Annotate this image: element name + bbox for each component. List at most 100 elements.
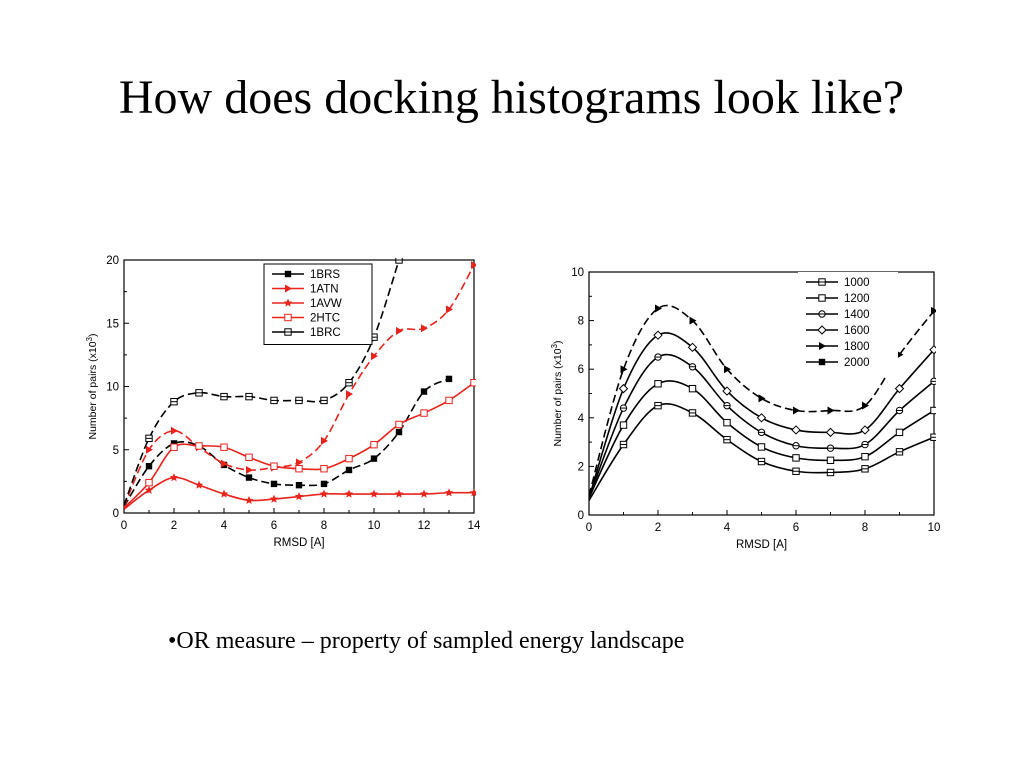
y-axis-label-exponent: 3 — [85, 336, 94, 341]
y-tick-label: 15 — [106, 318, 119, 330]
data-point-1BRC — [145, 434, 153, 443]
x-tick-label: 0 — [586, 522, 592, 534]
data-point-1ATN — [446, 305, 453, 314]
data-point-1600 — [860, 425, 870, 435]
data-point-1ATN — [246, 465, 253, 474]
y-tick-label: 2 — [578, 461, 584, 473]
data-point-1600 — [791, 425, 801, 435]
legend-label-1000: 1000 — [844, 277, 870, 289]
y-tick-label: 10 — [106, 382, 119, 394]
data-point-1BRS — [245, 474, 253, 481]
data-point-1000 — [723, 435, 731, 444]
data-point-1800 — [758, 394, 766, 403]
y-tick-label: 5 — [113, 445, 119, 457]
legend-marker-2000 — [818, 358, 826, 366]
series-1800 — [589, 304, 936, 496]
x-axis-label: RMSD [A] — [273, 537, 324, 549]
data-point-1BRC — [195, 389, 203, 397]
data-point-1600 — [618, 383, 629, 394]
data-point-1200 — [723, 418, 731, 427]
data-point-1000 — [654, 401, 662, 410]
data-point-1BRC — [170, 397, 178, 406]
data-point-1ATN — [221, 459, 228, 468]
data-point-1000 — [619, 440, 628, 449]
data-point-1400 — [619, 404, 628, 412]
data-point-1600 — [756, 413, 767, 423]
data-point-1AVW — [369, 489, 379, 498]
legend-marker-1ATN — [285, 284, 292, 293]
data-point-1600 — [825, 427, 836, 438]
docking-histogram-chart-right: 0 2 4 6 8 10 0 2 4 6 8 10 RMSD [A] Number of pairs (x… — [550, 267, 940, 551]
data-point-1BRS — [295, 481, 303, 489]
data-point-1400 — [792, 442, 800, 450]
x-tick-label: 0 — [121, 520, 127, 532]
x-tick-label: 8 — [862, 522, 868, 534]
data-point-1000 — [930, 433, 936, 441]
x-tick-label: 2 — [655, 522, 661, 534]
data-point-2HTC — [445, 396, 453, 405]
series-line-1400 — [589, 353, 935, 499]
legend-marker-1600 — [817, 325, 827, 335]
legend-marker-1AVW — [283, 298, 293, 307]
x-tick-label: 6 — [271, 520, 277, 532]
data-point-2HTC — [395, 420, 403, 429]
data-point-1BRC — [245, 392, 253, 401]
x-tick-label: 4 — [724, 522, 731, 534]
chart-legend: 1000 1200 1400 1600 1800 2000 — [798, 272, 898, 376]
data-point-1000 — [861, 465, 869, 473]
data-point-1ATN — [371, 352, 378, 361]
data-point-2HTC — [245, 453, 253, 462]
legend-box — [798, 272, 898, 376]
y-axis-label: Number of pairs (x103) — [85, 334, 99, 440]
data-point-2HTC — [345, 454, 353, 463]
data-point-1ATN — [421, 324, 428, 333]
data-point-1BRC — [395, 258, 403, 264]
data-point-1200 — [654, 380, 662, 388]
data-point-1200 — [826, 456, 835, 465]
data-point-1BRC — [270, 396, 278, 405]
data-point-1600 — [687, 342, 698, 353]
data-point-1000 — [757, 457, 766, 466]
data-point-1ATN — [296, 458, 303, 467]
series-1BRS — [124, 375, 453, 508]
data-point-1000 — [895, 448, 904, 456]
x-tick-label: 6 — [793, 522, 799, 534]
data-point-2HTC — [420, 409, 428, 417]
legend-label-1600: 1600 — [844, 325, 870, 337]
y-tick-label: 4 — [578, 413, 585, 425]
data-point-1200 — [792, 454, 800, 462]
y-axis-label-main: Number of pairs (x10 — [552, 348, 564, 446]
y-tick-label: 8 — [578, 316, 584, 328]
series-1BRC — [124, 258, 403, 506]
data-point-1BRC — [295, 396, 303, 405]
data-point-1000 — [688, 409, 697, 417]
x-axis-label: RMSD [A] — [736, 539, 787, 551]
docking-histogram-chart-left: 0 2 4 6 8 10 12 14 0 5 10 15 20 RMSD [A] Number of pai… — [85, 255, 481, 549]
data-point-1AVW — [294, 492, 304, 501]
data-point-1800 — [896, 350, 904, 359]
x-tick-label: 12 — [418, 520, 431, 532]
series-line-1600 — [589, 332, 935, 499]
data-point-1AVW — [319, 489, 329, 498]
data-point-1800 — [724, 365, 731, 374]
data-point-2HTC — [270, 462, 278, 470]
data-point-1800 — [862, 401, 869, 410]
y-tick-label: 10 — [571, 267, 584, 279]
data-point-1AVW — [169, 473, 179, 482]
y-tick-label: 6 — [578, 364, 584, 376]
series-1400 — [589, 353, 936, 499]
y-axis-label-main: Number of pairs (x10 — [87, 341, 99, 439]
y-axis-label: Number of pairs (x103) — [550, 341, 564, 447]
y-axis-label-close: ) — [87, 334, 99, 338]
data-point-1400 — [688, 363, 697, 371]
data-point-1AVW — [219, 489, 229, 498]
data-point-1600 — [653, 330, 663, 340]
data-point-1000 — [792, 467, 800, 475]
series-1200 — [589, 380, 936, 499]
data-point-1800 — [689, 316, 697, 325]
data-point-1BRS — [345, 466, 353, 474]
data-point-1BRS — [170, 440, 178, 447]
data-point-1800 — [827, 406, 835, 415]
data-point-2HTC — [170, 443, 178, 451]
data-point-1AVW — [469, 488, 476, 497]
